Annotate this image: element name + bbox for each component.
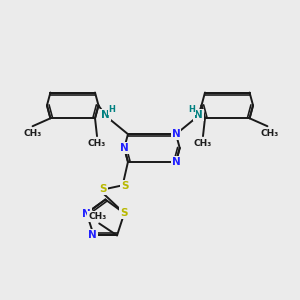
Text: N: N <box>172 129 180 139</box>
Text: S: S <box>99 184 107 194</box>
Text: CH₃: CH₃ <box>88 139 106 148</box>
Text: N: N <box>88 230 97 240</box>
Text: H: H <box>188 105 195 114</box>
Text: CH₃: CH₃ <box>194 139 212 148</box>
Text: H: H <box>109 105 116 114</box>
Text: CH₃: CH₃ <box>23 129 42 138</box>
Text: CH₃: CH₃ <box>88 212 106 221</box>
Text: CH₃: CH₃ <box>260 129 278 138</box>
Text: S: S <box>121 208 128 218</box>
Text: N: N <box>101 110 110 120</box>
Text: N: N <box>194 110 203 120</box>
Text: S: S <box>121 181 129 191</box>
Text: N: N <box>120 143 129 153</box>
Text: N: N <box>82 209 91 219</box>
Text: N: N <box>172 157 180 167</box>
